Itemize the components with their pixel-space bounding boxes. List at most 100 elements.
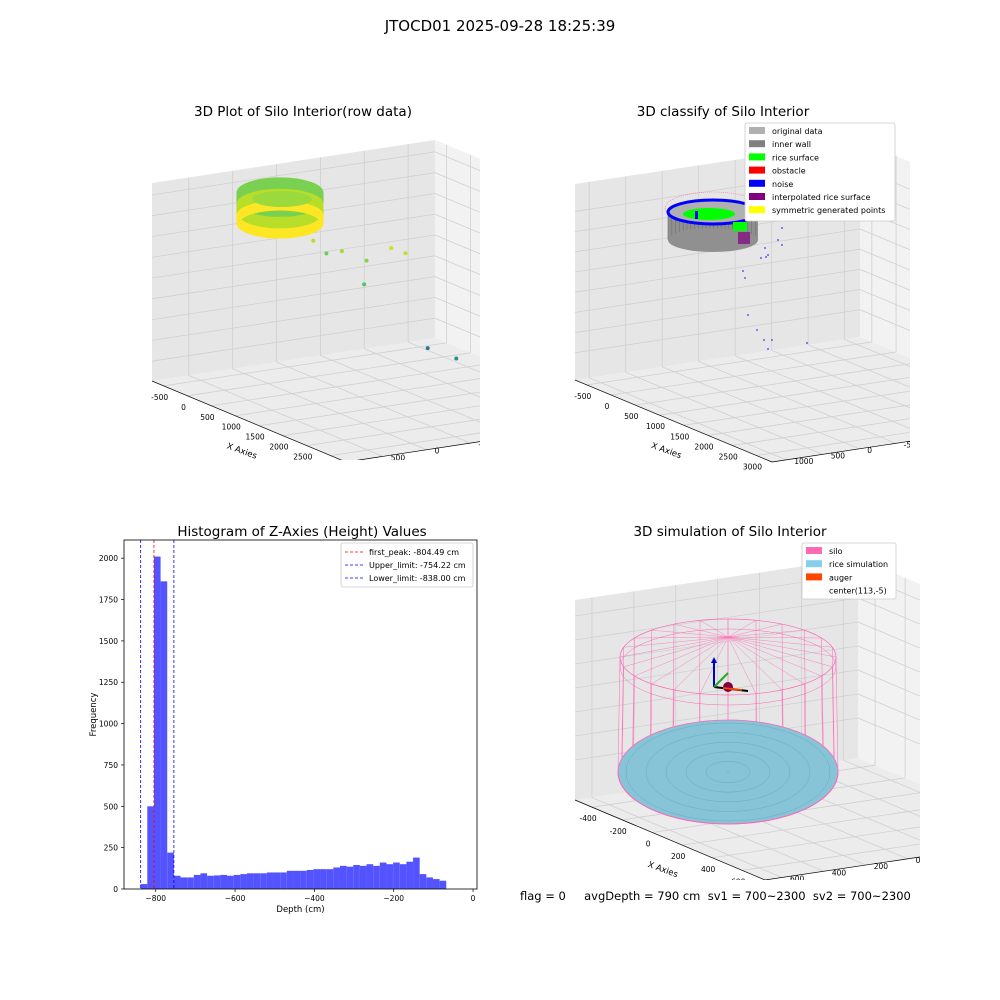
cls-noise-points xyxy=(756,329,758,331)
cls-inner-wall-points xyxy=(668,228,758,252)
sim-legend-swatch xyxy=(806,547,822,554)
cls-noise-points xyxy=(767,348,769,350)
sim-x-tick-label: -200 xyxy=(610,827,627,836)
sim-silo-roof xyxy=(699,620,729,638)
cls-legend-swatch xyxy=(749,179,765,187)
sim-x-tick-label: -400 xyxy=(580,814,597,823)
histogram-bar xyxy=(286,870,294,889)
histogram-bar xyxy=(320,869,327,889)
sim-auger xyxy=(722,687,743,691)
cls-x-tick-label: 2500 xyxy=(719,452,738,461)
cls-legend-swatch xyxy=(749,206,765,214)
cls-rice-surface xyxy=(733,222,747,231)
cls-legend-label: rice surface xyxy=(772,153,819,162)
cls-legend: original data inner wall rice surface obsta… xyxy=(744,122,896,222)
histogram-legend: first_peak: -804.49 cm Upper_limit: -754.… xyxy=(340,542,474,588)
sim-legend-label: rice simulation xyxy=(829,560,888,569)
sim-silo-roof xyxy=(727,629,805,638)
histogram-bar xyxy=(153,556,161,889)
histogram-bar xyxy=(160,581,168,889)
raw-3d-plot: -5000500100015002000250030005000-500-100… xyxy=(151,140,685,472)
cls-noise-points xyxy=(781,227,783,229)
histogram-bar xyxy=(439,880,447,889)
sim-silo-roof xyxy=(727,636,805,685)
status-footer: flag = 0 avgDepth = 790 cm sv1 = 700~230… xyxy=(520,889,911,903)
histogram-y-tick-label: 500 xyxy=(104,802,119,811)
sim-silo-wall xyxy=(781,624,784,727)
classify-3d-plot: -50005001000150020002500300010005000-500… xyxy=(574,122,1000,472)
cls-legend-label: interpolated rice surface xyxy=(772,193,870,202)
raw-scatter-point xyxy=(339,249,344,254)
sim-silo-roof xyxy=(634,636,729,639)
raw-ring-points xyxy=(236,207,324,239)
histogram-x-axis-label: Depth (cm) xyxy=(276,905,324,915)
sim-y-tick-label: 0 xyxy=(916,856,920,865)
cls-x-tick-label: 500 xyxy=(624,412,639,421)
raw-x-tick-label: 1000 xyxy=(222,423,241,432)
simulation-3d-panel: 3D simulation of Silo Interior -400 -200 0… xyxy=(560,520,1000,886)
histogram-title: Histogram of Z-Axies (Height) Values xyxy=(177,524,427,540)
histogram-bar xyxy=(147,806,154,889)
sim-silo-roof xyxy=(623,636,729,648)
sim-x-axis-label: X Axies xyxy=(646,860,679,880)
histogram-bar xyxy=(413,857,420,889)
histogram-x-tick-label: 0 xyxy=(471,894,476,903)
cls-x-tick-label: 1500 xyxy=(670,432,689,441)
simulation-3d-plot: -400-20002004006006004002000-200-400-600… xyxy=(574,542,1000,886)
sim-silo-roof xyxy=(634,636,729,677)
cls-x-tick-label: 3000 xyxy=(743,463,762,470)
histogram-bar xyxy=(393,862,400,889)
raw-scatter-point xyxy=(311,238,316,243)
sim-silo-roof xyxy=(727,636,833,648)
cls-legend-label: inner wall xyxy=(772,140,811,149)
sim-z-arrow xyxy=(711,657,717,663)
sim-y-tick-label: 600 xyxy=(790,874,805,880)
histogram-bar xyxy=(346,866,354,889)
histogram-legend-label: first_peak: -804.49 cm xyxy=(369,548,459,557)
histogram-bar xyxy=(240,874,247,889)
cls-noise-points xyxy=(764,247,766,249)
sim-x-tick-label: 400 xyxy=(701,865,716,874)
cls-rice-surface xyxy=(683,208,735,220)
histogram-legend-label: Lower_limit: -838.00 cm xyxy=(369,574,466,583)
sim-silo-roof xyxy=(727,636,833,668)
histogram-y-tick-label: 1500 xyxy=(99,637,118,646)
histogram-bar xyxy=(293,870,301,889)
histogram-bar xyxy=(193,874,201,889)
sim-silo-roof xyxy=(651,629,729,638)
cls-noise-points xyxy=(777,239,779,241)
cls-noise-points xyxy=(806,342,808,344)
sim-silo-roof xyxy=(727,636,822,677)
cls-noise-points xyxy=(767,254,769,256)
cls-noise-points xyxy=(765,256,767,258)
histogram-bar xyxy=(306,869,314,889)
cls-legend-label: noise xyxy=(772,180,793,189)
cls-noise-points xyxy=(760,257,762,259)
classify-3d-plot-title: 3D classify of Silo Interior xyxy=(636,104,810,120)
simulation-3d-title: 3D simulation of Silo Interior xyxy=(633,524,827,540)
sim-silo-wall xyxy=(821,637,824,747)
cls-x-tick-label: 1000 xyxy=(646,422,665,431)
histogram-bar xyxy=(207,875,214,889)
raw-scatter-point xyxy=(454,356,459,361)
sim-silo-wall xyxy=(804,630,807,736)
histogram-x-tick-label: −400 xyxy=(304,894,325,903)
histogram-y-tick-label: 1250 xyxy=(99,678,118,687)
histogram-bar xyxy=(167,852,174,889)
histogram-bar xyxy=(233,874,241,889)
histogram-bar xyxy=(213,875,221,889)
classify-3d-plot-panel: 3D classify of Silo Interior -500 0 500 100… xyxy=(560,100,1000,472)
sim-x-tick-label: 0 xyxy=(646,839,651,848)
cls-noise-points xyxy=(744,277,746,279)
histogram-legend-box xyxy=(340,542,474,588)
histogram-bar xyxy=(419,874,427,889)
histogram-bar xyxy=(140,884,148,889)
histogram-bar xyxy=(399,864,407,889)
cls-y-tick-label: 500 xyxy=(831,451,846,460)
sim-silo-wall xyxy=(617,656,621,773)
histogram-y-tick-label: 750 xyxy=(104,761,119,770)
cls-legend-label: obstacle xyxy=(772,167,806,176)
histogram-x-tick-label: −200 xyxy=(383,894,404,903)
histogram-bar xyxy=(333,867,340,889)
raw-scatter-point xyxy=(403,251,408,256)
